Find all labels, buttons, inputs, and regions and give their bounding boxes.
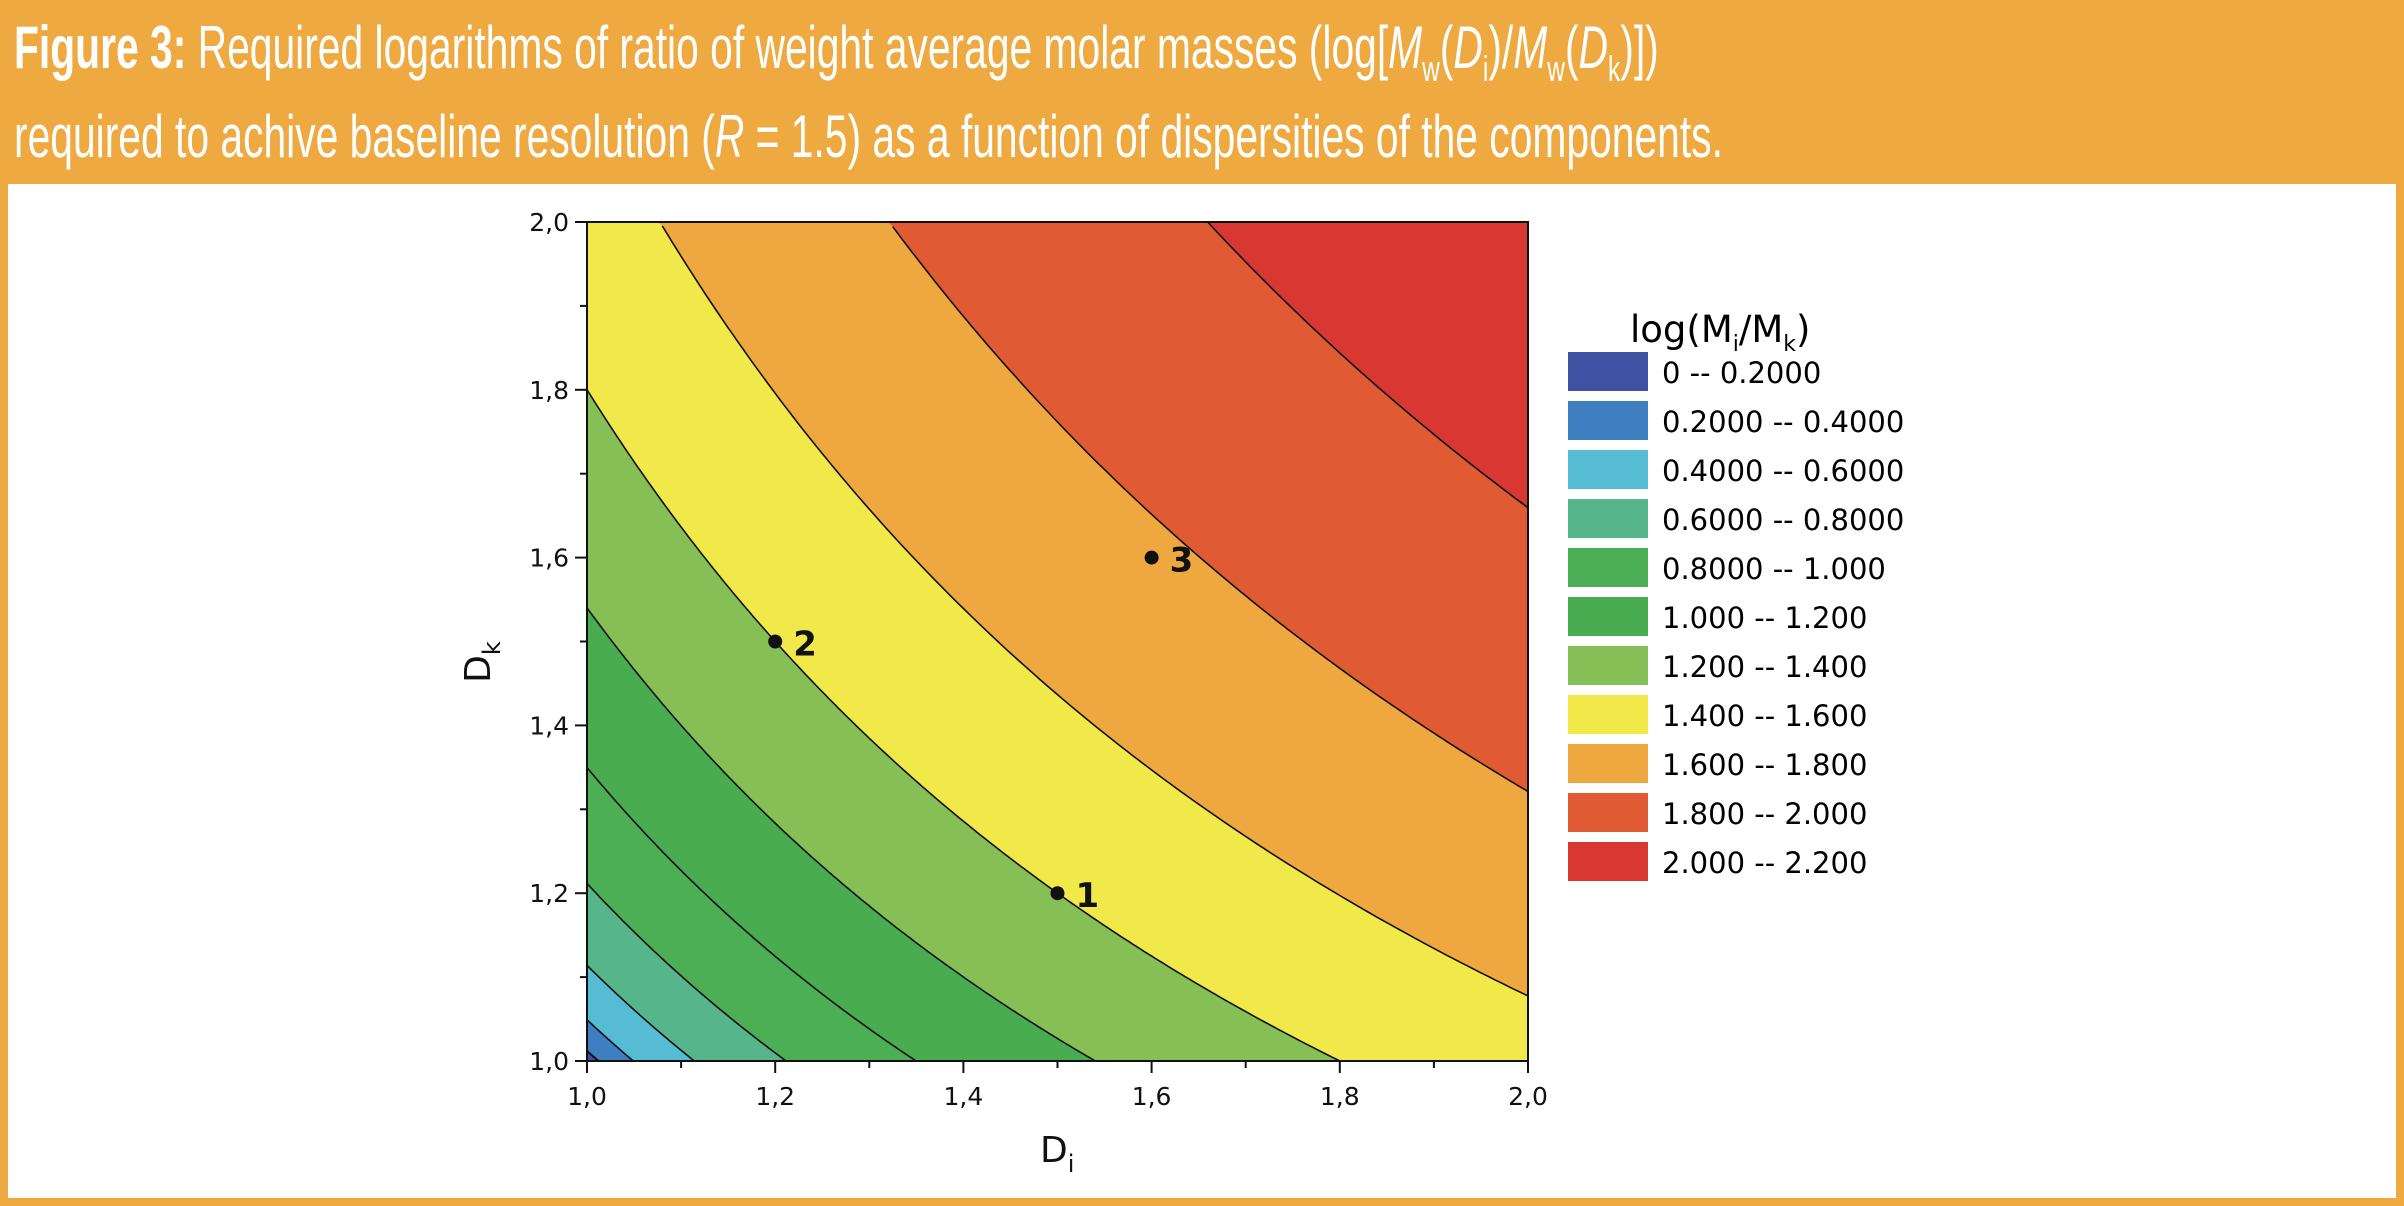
legend-label: 0 -- 0.2000 (1662, 356, 1821, 390)
x-tick-label: 1,6 (1132, 1082, 1172, 1111)
data-points: 1 2 3 (768, 541, 1194, 916)
contour-line (586, 389, 1341, 1062)
contour-line (586, 964, 695, 1062)
data-point-label: 3 (1170, 541, 1194, 581)
x-axis-label: Di (1040, 1130, 1074, 1178)
legend-label: 1.800 -- 2.000 (1662, 797, 1867, 831)
contour-line (661, 225, 1529, 997)
contour-bands (587, 222, 1528, 1061)
legend-label: 0.2000 -- 0.4000 (1662, 405, 1904, 439)
contour-line (586, 882, 787, 1062)
legend-swatch (1568, 352, 1648, 391)
contour-line (586, 1050, 599, 1062)
contour-line (586, 767, 917, 1062)
y-tick-label: 1,0 (529, 1047, 569, 1076)
legend-swatch (1568, 401, 1648, 440)
contour-line (892, 226, 1529, 793)
figure-label: Figure 3: (14, 14, 187, 81)
contour-band (587, 1019, 634, 1061)
figure-caption: Figure 3: Required logarithms of ratio o… (0, 0, 2404, 184)
legend-swatch (1568, 450, 1648, 489)
legend-swatch (1568, 842, 1648, 881)
y-tick-label: 2,0 (529, 208, 569, 237)
x-tick-label: 2,0 (1508, 1082, 1548, 1111)
legend-swatch (1568, 744, 1648, 783)
data-point-label: 1 (1076, 876, 1100, 916)
contour-lines (586, 221, 1529, 1062)
contour-band (587, 1050, 599, 1061)
contour-line (586, 607, 1096, 1062)
legend-label: 1.600 -- 1.800 (1662, 748, 1867, 782)
x-tick-label: 1,4 (944, 1082, 984, 1111)
y-tick-label: 1,2 (529, 879, 569, 908)
data-point (1050, 886, 1065, 901)
legend-label: 0.4000 -- 0.6000 (1662, 454, 1904, 488)
x-tick-label: 1,2 (755, 1082, 795, 1111)
legend-label: 0.8000 -- 1.000 (1662, 552, 1886, 586)
legend-label: 0.6000 -- 0.8000 (1662, 503, 1904, 537)
legend-swatch (1568, 548, 1648, 587)
legend-swatch (1568, 597, 1648, 636)
legend-label: 2.000 -- 2.200 (1662, 846, 1867, 880)
legend-swatch (1568, 793, 1648, 832)
x-tick-label: 1,8 (1320, 1082, 1360, 1111)
legend: 0 -- 0.2000 0.2000 -- 0.4000 0.4000 -- 0.6… (1568, 352, 1904, 881)
contour-line (586, 1019, 634, 1062)
legend-label: 1.400 -- 1.600 (1662, 699, 1867, 733)
data-point-label: 2 (793, 625, 817, 665)
axis-ticks: 1,0 1,2 1,4 1,6 1,8 2,0 1,0 1,2 1,4 1,6 1,8 2,0 (529, 208, 1548, 1111)
x-tick-label: 1,0 (567, 1082, 607, 1111)
y-tick-label: 1,4 (529, 711, 569, 740)
legend-swatch (1568, 646, 1648, 685)
contour-band (587, 965, 695, 1061)
contour-line (1207, 221, 1529, 509)
y-tick-label: 1,8 (529, 376, 569, 405)
legend-swatch (1568, 499, 1648, 538)
legend-swatch (1568, 695, 1648, 734)
legend-title: log(Mi/Mk) (1630, 308, 1810, 357)
caption-text: Figure 3: Required logarithms of ratio o… (14, 14, 1723, 170)
y-axis-label: Dk (458, 641, 506, 683)
data-point (768, 634, 783, 649)
data-point (1144, 550, 1159, 565)
legend-label: 1.000 -- 1.200 (1662, 601, 1867, 635)
y-tick-label: 1,6 (529, 544, 569, 573)
legend-label: 1.200 -- 1.400 (1662, 650, 1867, 684)
